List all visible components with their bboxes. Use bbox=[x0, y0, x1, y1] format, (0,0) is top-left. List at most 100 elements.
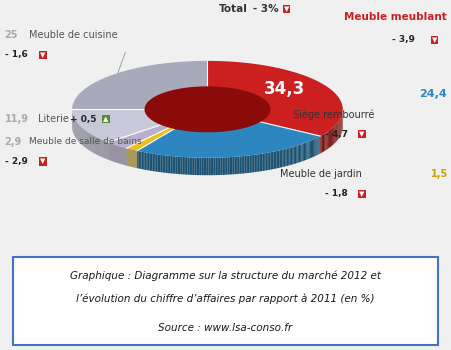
Polygon shape bbox=[246, 156, 248, 173]
Polygon shape bbox=[285, 149, 287, 166]
Polygon shape bbox=[155, 121, 156, 139]
Polygon shape bbox=[239, 128, 241, 146]
Polygon shape bbox=[276, 151, 278, 168]
Polygon shape bbox=[338, 121, 339, 139]
Polygon shape bbox=[243, 156, 244, 174]
Text: Literie: Literie bbox=[38, 114, 69, 124]
Polygon shape bbox=[108, 109, 207, 148]
Polygon shape bbox=[233, 157, 235, 174]
Polygon shape bbox=[205, 158, 207, 175]
Polygon shape bbox=[147, 116, 148, 134]
Polygon shape bbox=[235, 157, 236, 174]
Polygon shape bbox=[179, 157, 181, 174]
Polygon shape bbox=[226, 130, 228, 148]
Polygon shape bbox=[216, 158, 217, 175]
Polygon shape bbox=[157, 154, 159, 172]
Polygon shape bbox=[146, 153, 148, 170]
Polygon shape bbox=[228, 157, 229, 175]
Polygon shape bbox=[281, 150, 282, 167]
Polygon shape bbox=[228, 130, 230, 148]
Polygon shape bbox=[171, 127, 174, 145]
Polygon shape bbox=[230, 130, 233, 147]
Polygon shape bbox=[101, 140, 102, 157]
Polygon shape bbox=[241, 156, 243, 174]
Polygon shape bbox=[314, 139, 315, 156]
Polygon shape bbox=[196, 131, 199, 149]
Polygon shape bbox=[208, 158, 210, 175]
Polygon shape bbox=[318, 136, 319, 154]
Text: 11,9: 11,9 bbox=[5, 114, 28, 124]
Polygon shape bbox=[300, 144, 301, 162]
Polygon shape bbox=[97, 138, 98, 155]
Polygon shape bbox=[166, 126, 168, 144]
Text: ▼: ▼ bbox=[359, 191, 365, 197]
Polygon shape bbox=[315, 138, 316, 156]
Polygon shape bbox=[157, 122, 159, 141]
Text: 34,3: 34,3 bbox=[264, 80, 305, 98]
Polygon shape bbox=[214, 131, 216, 149]
Polygon shape bbox=[184, 157, 186, 175]
Polygon shape bbox=[296, 146, 298, 163]
Polygon shape bbox=[100, 139, 101, 156]
Text: 24,4: 24,4 bbox=[419, 90, 446, 99]
Polygon shape bbox=[188, 157, 189, 175]
Polygon shape bbox=[271, 152, 272, 170]
Polygon shape bbox=[175, 156, 177, 174]
Polygon shape bbox=[192, 131, 194, 148]
Polygon shape bbox=[164, 155, 166, 173]
Polygon shape bbox=[328, 131, 329, 149]
Polygon shape bbox=[184, 130, 187, 148]
Polygon shape bbox=[248, 155, 249, 173]
Polygon shape bbox=[244, 156, 246, 173]
Polygon shape bbox=[316, 138, 318, 155]
Polygon shape bbox=[261, 154, 262, 171]
Polygon shape bbox=[103, 140, 104, 158]
Polygon shape bbox=[211, 132, 214, 149]
Polygon shape bbox=[311, 140, 312, 158]
Polygon shape bbox=[161, 155, 162, 173]
Polygon shape bbox=[330, 129, 331, 147]
Polygon shape bbox=[301, 144, 303, 162]
Text: Total: Total bbox=[219, 4, 248, 14]
Polygon shape bbox=[200, 158, 202, 175]
Polygon shape bbox=[332, 127, 333, 146]
Text: l’évolution du chiffre d’affaires par rapport à 2011 (en %): l’évolution du chiffre d’affaires par ra… bbox=[76, 293, 375, 303]
Polygon shape bbox=[278, 150, 280, 168]
Polygon shape bbox=[214, 158, 216, 175]
Text: 2,9: 2,9 bbox=[5, 136, 22, 147]
Polygon shape bbox=[159, 123, 161, 141]
Polygon shape bbox=[327, 132, 328, 150]
Polygon shape bbox=[175, 128, 178, 146]
Polygon shape bbox=[182, 130, 184, 147]
Polygon shape bbox=[106, 142, 107, 159]
Polygon shape bbox=[194, 131, 196, 149]
Polygon shape bbox=[305, 142, 306, 160]
Polygon shape bbox=[269, 152, 271, 170]
Polygon shape bbox=[156, 154, 157, 172]
Polygon shape bbox=[254, 155, 256, 172]
Text: Meuble de cuisine: Meuble de cuisine bbox=[29, 30, 118, 40]
Polygon shape bbox=[202, 158, 203, 175]
Polygon shape bbox=[226, 157, 228, 175]
Polygon shape bbox=[212, 158, 214, 175]
Text: Meuble de salle de bains: Meuble de salle de bains bbox=[29, 137, 142, 146]
Polygon shape bbox=[323, 134, 324, 152]
Polygon shape bbox=[105, 141, 106, 159]
Polygon shape bbox=[199, 131, 201, 149]
Text: Meuble de jardin: Meuble de jardin bbox=[280, 169, 362, 179]
Text: Meuble meublant: Meuble meublant bbox=[344, 12, 446, 22]
Polygon shape bbox=[187, 130, 189, 148]
Polygon shape bbox=[207, 61, 343, 136]
Polygon shape bbox=[337, 122, 338, 141]
Polygon shape bbox=[245, 126, 247, 145]
Text: ▼: ▼ bbox=[40, 159, 46, 164]
Polygon shape bbox=[260, 120, 262, 139]
Text: ▼: ▼ bbox=[40, 52, 46, 58]
Polygon shape bbox=[177, 156, 179, 174]
Polygon shape bbox=[203, 158, 205, 175]
Text: ▲: ▲ bbox=[103, 116, 109, 122]
Polygon shape bbox=[306, 142, 308, 160]
Polygon shape bbox=[231, 157, 233, 174]
Polygon shape bbox=[140, 151, 142, 169]
Polygon shape bbox=[189, 158, 191, 175]
